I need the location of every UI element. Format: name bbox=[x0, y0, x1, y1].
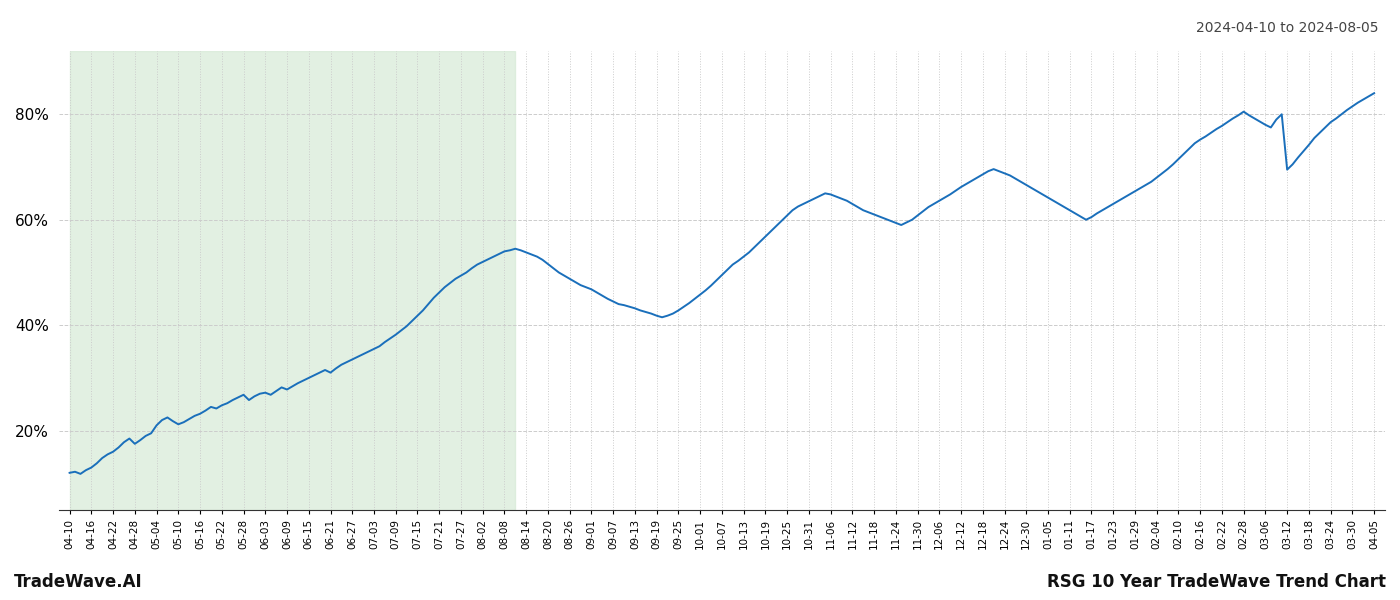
Bar bbox=[70, 51, 515, 510]
Text: TradeWave.AI: TradeWave.AI bbox=[14, 573, 143, 591]
Text: 2024-04-10 to 2024-08-05: 2024-04-10 to 2024-08-05 bbox=[1197, 21, 1379, 35]
Text: RSG 10 Year TradeWave Trend Chart: RSG 10 Year TradeWave Trend Chart bbox=[1047, 573, 1386, 591]
